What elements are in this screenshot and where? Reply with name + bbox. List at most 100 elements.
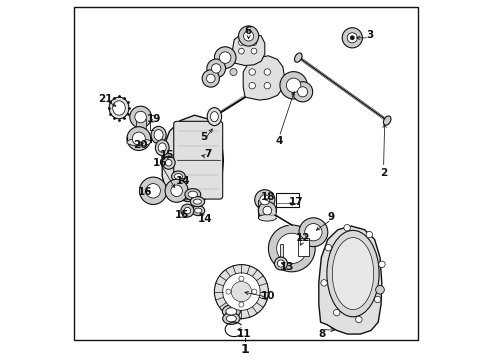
Circle shape [127, 127, 151, 150]
Circle shape [215, 47, 236, 68]
Circle shape [222, 273, 260, 310]
Circle shape [249, 82, 255, 89]
Ellipse shape [207, 108, 221, 126]
Circle shape [171, 185, 182, 197]
Circle shape [252, 289, 257, 294]
Text: 5: 5 [200, 132, 207, 142]
Ellipse shape [174, 174, 182, 179]
Text: 19: 19 [147, 114, 162, 124]
Circle shape [356, 316, 362, 323]
Polygon shape [243, 56, 285, 100]
Circle shape [202, 70, 220, 87]
Circle shape [350, 36, 354, 40]
Ellipse shape [127, 139, 151, 146]
Circle shape [342, 28, 363, 48]
Circle shape [239, 48, 245, 54]
Circle shape [251, 40, 257, 45]
Ellipse shape [158, 143, 166, 152]
Text: 20: 20 [133, 140, 147, 150]
Polygon shape [232, 33, 265, 66]
Circle shape [220, 52, 231, 63]
Circle shape [263, 206, 271, 215]
Circle shape [299, 218, 328, 247]
Circle shape [239, 302, 244, 307]
Circle shape [274, 257, 288, 270]
Text: 1: 1 [241, 343, 249, 356]
Circle shape [212, 64, 221, 73]
Circle shape [207, 59, 225, 78]
Ellipse shape [185, 189, 201, 200]
Circle shape [226, 289, 231, 294]
Circle shape [277, 233, 307, 264]
Circle shape [344, 225, 350, 231]
Circle shape [293, 82, 313, 102]
Ellipse shape [155, 140, 169, 156]
Text: 14: 14 [198, 214, 213, 224]
Ellipse shape [226, 308, 237, 315]
Text: 6: 6 [244, 26, 251, 36]
Ellipse shape [222, 305, 240, 318]
Ellipse shape [151, 126, 166, 144]
Ellipse shape [222, 313, 240, 324]
Ellipse shape [195, 208, 202, 213]
Circle shape [255, 190, 275, 210]
Ellipse shape [327, 230, 379, 317]
Ellipse shape [154, 130, 163, 140]
Circle shape [260, 195, 270, 205]
Polygon shape [319, 226, 382, 334]
Text: 9: 9 [327, 212, 334, 222]
Circle shape [239, 26, 259, 46]
Text: 16: 16 [153, 158, 168, 168]
Circle shape [249, 69, 255, 75]
Circle shape [239, 276, 244, 281]
Bar [136, 119, 147, 128]
Circle shape [162, 156, 175, 169]
Ellipse shape [226, 315, 236, 322]
Circle shape [325, 244, 332, 251]
Circle shape [264, 69, 270, 75]
Circle shape [280, 72, 307, 99]
Text: 13: 13 [280, 262, 294, 272]
Circle shape [135, 111, 147, 123]
Circle shape [244, 31, 254, 41]
Text: 21: 21 [98, 94, 113, 104]
Circle shape [206, 74, 215, 83]
Ellipse shape [188, 191, 197, 198]
FancyBboxPatch shape [174, 121, 222, 199]
Circle shape [379, 261, 385, 267]
Ellipse shape [172, 171, 185, 182]
Ellipse shape [294, 53, 302, 62]
Text: 14: 14 [176, 176, 191, 186]
Ellipse shape [192, 206, 205, 216]
Circle shape [347, 33, 357, 43]
Circle shape [286, 78, 301, 93]
Bar [275, 193, 299, 207]
Text: 3: 3 [367, 30, 374, 40]
Bar [280, 244, 283, 263]
Text: 2: 2 [380, 168, 387, 178]
Text: 12: 12 [296, 233, 311, 243]
Ellipse shape [210, 112, 219, 122]
Text: 17: 17 [289, 197, 303, 207]
Circle shape [130, 106, 151, 128]
Circle shape [166, 159, 172, 166]
Circle shape [230, 68, 237, 76]
Circle shape [297, 87, 308, 97]
Circle shape [374, 296, 381, 303]
Circle shape [132, 132, 145, 145]
Text: 8: 8 [319, 329, 326, 339]
Ellipse shape [258, 215, 276, 221]
Ellipse shape [194, 199, 201, 204]
Text: 10: 10 [260, 291, 275, 301]
Circle shape [264, 82, 270, 89]
Circle shape [181, 204, 194, 217]
Circle shape [376, 285, 384, 294]
Circle shape [321, 280, 327, 286]
Circle shape [231, 282, 251, 302]
Ellipse shape [332, 238, 374, 310]
Text: 18: 18 [261, 192, 276, 202]
Circle shape [334, 309, 340, 316]
Circle shape [366, 231, 372, 238]
Text: 7: 7 [205, 149, 212, 159]
Text: 11: 11 [237, 329, 251, 339]
